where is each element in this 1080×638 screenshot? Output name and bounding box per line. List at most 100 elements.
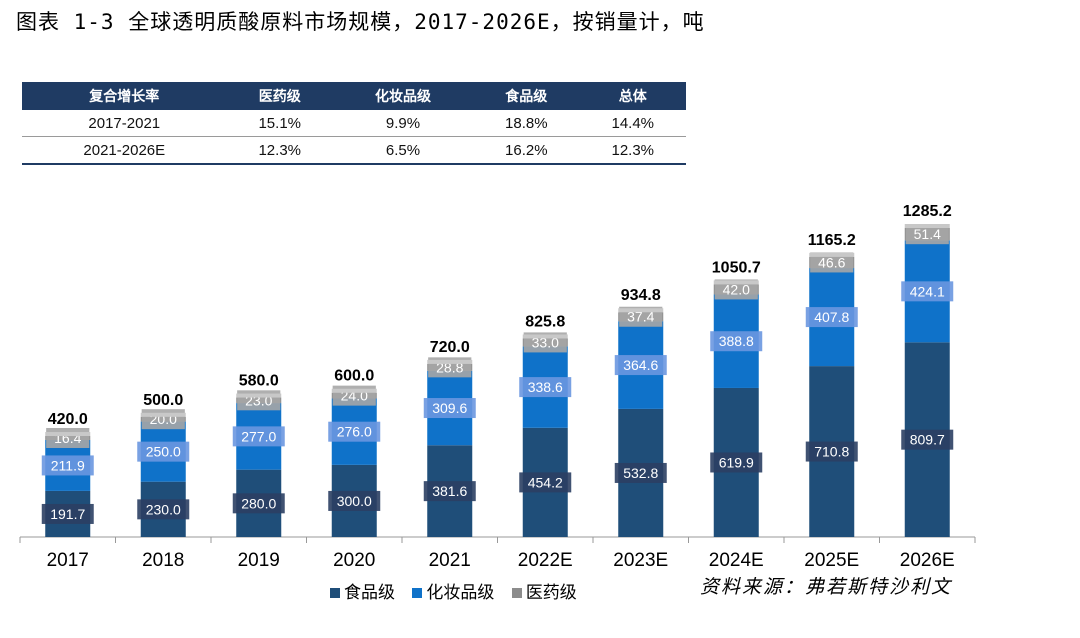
figure-title: 图表 1-3 全球透明质酸原料市场规模，2017-2026E，按销量计，吨 <box>16 10 705 34</box>
x-tick-label: 2025E <box>804 550 859 571</box>
value-label-pharma: 42.0 <box>723 281 750 297</box>
table-cell: 12.3% <box>226 136 333 165</box>
value-label-bg <box>232 493 285 514</box>
value-label-food: 191.7 <box>50 506 85 522</box>
x-tick-label: 2019 <box>238 550 280 571</box>
value-label-food: 710.8 <box>814 444 849 460</box>
value-label-cosmetic: 364.6 <box>623 357 658 373</box>
legend-item-food: 食品级 <box>330 578 395 603</box>
value-label-bg <box>810 252 854 273</box>
header-cell: 食品级 <box>473 82 580 110</box>
x-tick-label: 2017 <box>47 550 89 571</box>
value-label-bg <box>905 224 949 245</box>
total-label: 1165.2 <box>808 232 856 249</box>
value-label-cosmetic: 276.0 <box>337 424 372 440</box>
value-label-bg <box>901 429 954 450</box>
bar-cap <box>809 252 855 257</box>
value-label-bg <box>901 281 954 302</box>
value-label-bg <box>614 355 667 376</box>
value-label-cosmetic: 407.8 <box>814 309 849 325</box>
value-label-cosmetic: 277.0 <box>241 428 276 444</box>
value-label-food: 381.6 <box>432 483 467 499</box>
value-label-bg <box>714 279 758 300</box>
bar-cap <box>45 432 91 437</box>
value-label-bg <box>137 441 190 462</box>
value-label-bg <box>41 503 94 524</box>
total-label: 825.8 <box>525 313 565 330</box>
value-label-food: 809.7 <box>910 432 945 448</box>
table-cell: 2017-2021 <box>22 110 227 137</box>
value-label-cosmetic: 250.0 <box>146 444 181 460</box>
table-cell: 18.8% <box>473 110 580 137</box>
bar-cap <box>140 412 186 417</box>
bar-cap <box>713 280 759 285</box>
bar-cap <box>427 359 473 364</box>
x-tick-label: 2018 <box>142 550 184 571</box>
x-tick-label: 2020 <box>333 550 375 571</box>
value-label-cosmetic: 424.1 <box>910 283 945 299</box>
cagr-table-header: 复合增长率 医药级 化妆品级 食品级 总体 <box>22 82 686 110</box>
bar-cap <box>904 224 950 228</box>
total-label: 1050.7 <box>712 259 761 276</box>
header-cell: 化妆品级 <box>332 82 474 110</box>
value-label-bg <box>423 398 476 419</box>
x-tick-label: 2023E <box>613 550 668 571</box>
value-label-pharma: 46.6 <box>818 254 845 270</box>
cagr-table: 复合增长率 医药级 化妆品级 食品级 总体 2017-2021 15.1% 9.… <box>22 82 686 165</box>
value-label-bg <box>41 455 94 476</box>
bar-cap <box>331 388 377 393</box>
value-label-bg <box>805 307 858 328</box>
total-label: 580.0 <box>239 373 279 390</box>
value-label-bg <box>137 499 190 520</box>
bar-cap <box>618 308 664 313</box>
table-cell: 16.2% <box>473 136 580 165</box>
legend-label: 化妆品级 <box>426 583 495 603</box>
bar-cap <box>236 393 282 398</box>
value-label-bg <box>614 462 667 483</box>
table-cell: 2021-2026E <box>22 136 227 165</box>
x-tick-label: 2022E <box>518 550 573 571</box>
total-label: 500.0 <box>143 392 183 409</box>
total-label: 934.8 <box>621 287 661 304</box>
bar-cap <box>522 334 568 339</box>
legend-label: 医药级 <box>525 583 577 603</box>
value-label-food: 280.0 <box>241 495 276 511</box>
legend-swatch-food <box>330 588 340 598</box>
x-tick-label: 2021 <box>429 550 471 571</box>
value-label-cosmetic: 338.6 <box>528 379 563 395</box>
value-label-food: 532.8 <box>623 465 658 481</box>
total-label: 1285.2 <box>903 203 952 220</box>
value-label-cosmetic: 388.8 <box>719 333 754 349</box>
total-label: 720.0 <box>430 339 470 356</box>
chart-legend: 食品级 化妆品级 医药级 <box>330 578 589 603</box>
table-cell: 12.3% <box>579 136 686 165</box>
value-label-food: 230.0 <box>146 501 181 517</box>
table-cell: 6.5% <box>332 136 474 165</box>
value-label-bg <box>232 426 285 447</box>
table-row: 2021-2026E 12.3% 6.5% 16.2% 12.3% <box>22 136 686 165</box>
header-cell: 复合增长率 <box>22 82 227 110</box>
value-label-food: 300.0 <box>337 493 372 509</box>
value-label-bg <box>710 331 763 352</box>
legend-swatch-pharma <box>511 588 522 598</box>
legend-item-cosmetic: 化妆品级 <box>412 578 494 603</box>
header-cell: 总体 <box>579 82 686 110</box>
table-cell: 14.4% <box>579 110 686 137</box>
value-label-bg <box>710 452 763 473</box>
value-label-food: 454.2 <box>528 474 563 490</box>
value-label-food: 619.9 <box>719 454 754 470</box>
value-label-cosmetic: 309.6 <box>432 400 467 416</box>
value-label-pharma: 37.4 <box>627 309 654 325</box>
value-label-bg <box>328 490 381 511</box>
x-tick-label: 2026E <box>900 550 955 571</box>
value-label-bg <box>519 377 572 398</box>
value-label-bg <box>423 481 476 502</box>
legend-label: 食品级 <box>344 583 395 603</box>
value-label-cosmetic: 211.9 <box>51 457 85 473</box>
table-row: 2017-2021 15.1% 9.9% 18.8% 14.4% <box>22 110 686 137</box>
source-note: 资料来源：弗若斯特沙利文 <box>700 576 953 598</box>
value-label-bg <box>519 472 572 493</box>
value-label-pharma: 51.4 <box>914 226 941 242</box>
table-cell: 9.9% <box>332 110 474 137</box>
